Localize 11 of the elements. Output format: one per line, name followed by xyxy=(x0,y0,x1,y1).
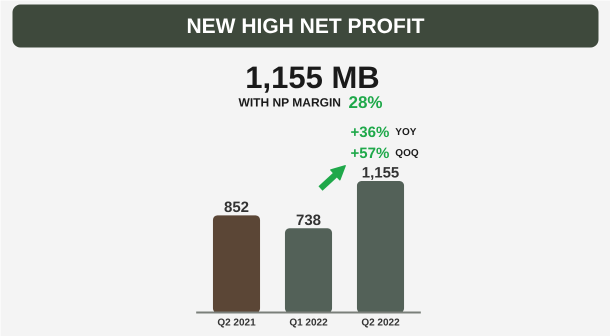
x-tick-label: Q1 2022 xyxy=(289,318,328,328)
x-tick-label: Q2 2022 xyxy=(361,318,400,328)
text: 1,155 MB xyxy=(245,60,380,95)
data-label: 852 xyxy=(224,198,250,216)
text: +57% QOQ xyxy=(350,145,419,162)
text: WITH NP MARGIN 28% xyxy=(238,93,383,112)
data-label: 1,155 xyxy=(362,164,400,182)
chart-title: NEW HIGH NET PROFIT xyxy=(186,15,425,38)
data-label: 738 xyxy=(296,212,322,229)
text: +36% YOY xyxy=(350,124,417,141)
x-tick-label: Q2 2021 xyxy=(217,318,256,328)
